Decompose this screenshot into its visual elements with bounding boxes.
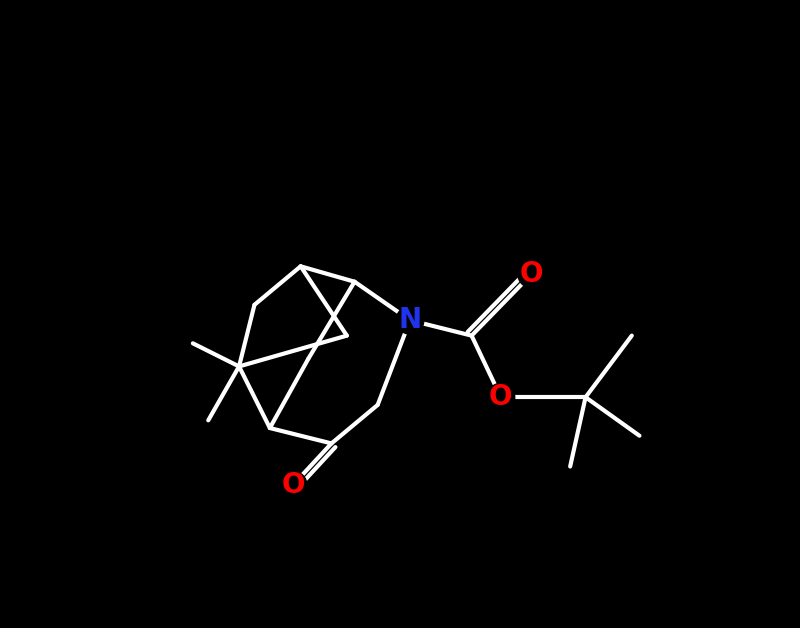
Circle shape xyxy=(396,306,424,334)
Text: O: O xyxy=(520,260,543,288)
Circle shape xyxy=(518,260,546,288)
Text: N: N xyxy=(398,306,422,334)
Text: O: O xyxy=(282,471,305,499)
Circle shape xyxy=(279,471,307,499)
Text: O: O xyxy=(489,383,513,411)
Circle shape xyxy=(487,383,514,411)
